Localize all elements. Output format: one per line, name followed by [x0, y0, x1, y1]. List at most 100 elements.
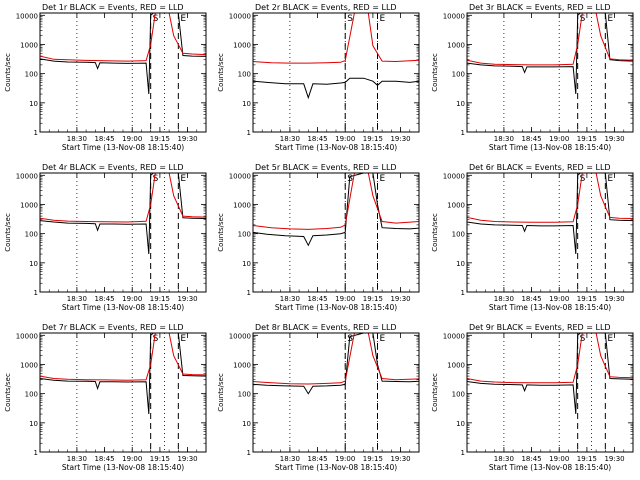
panel-title: Det 2r BLACK = Events, RED = LLD	[255, 3, 397, 12]
y-tick-label: 10	[29, 260, 38, 268]
y-tick-label: 10000	[229, 12, 251, 20]
panel-title: Det 5r BLACK = Events, RED = LLD	[255, 163, 397, 172]
x-tick-label: 18:30	[280, 455, 300, 463]
x-tick-label: 18:30	[494, 455, 514, 463]
y-tick-label: 100	[452, 391, 465, 399]
end-marker-label: E	[180, 174, 186, 184]
panel-det-8: Det 8r BLACK = Events, RED = LLD 1 10 100 10…	[217, 323, 420, 472]
x-tick-label: 19:15	[150, 455, 170, 463]
plot-frame	[252, 332, 420, 453]
series-line-lld	[40, 13, 206, 62]
series-line-lld	[40, 333, 206, 381]
start-marker-label: S	[347, 14, 353, 24]
panel-det-9: Det 9r BLACK = Events, RED = LLD 1 10 100 10…	[431, 323, 634, 472]
y-tick-label: 1	[461, 129, 465, 137]
series-line-events	[467, 13, 633, 95]
panel-title: Det 1r BLACK = Events, RED = LLD	[42, 3, 184, 12]
x-tick-label: 19:30	[390, 295, 410, 303]
x-tick-label: 18:45	[307, 135, 327, 143]
x-tick-label: 19:15	[363, 455, 383, 463]
y-tick-label: 1	[247, 129, 251, 137]
start-marker-label: S	[153, 174, 159, 184]
x-axis-label: Start Time (13-Nov-08 18:15:40)	[489, 143, 611, 152]
plot-frame	[39, 12, 207, 133]
series-group	[40, 13, 206, 95]
x-tick-label: 19:30	[604, 455, 624, 463]
plot-frame	[466, 332, 634, 453]
x-tick-label: 19:30	[604, 295, 624, 303]
plot-frame	[252, 172, 420, 293]
series-line-lld	[467, 173, 633, 223]
y-tick-label: 100	[238, 231, 251, 239]
y-tick-label: 1	[247, 449, 251, 457]
y-tick-label: 10	[242, 100, 251, 108]
series-group	[40, 333, 206, 415]
series-line-events	[467, 173, 633, 255]
y-tick-label: 10	[29, 420, 38, 428]
series-group	[253, 333, 419, 395]
x-tick-label: 19:15	[577, 455, 597, 463]
y-tick-label: 10000	[229, 172, 251, 180]
x-tick-label: 19:15	[150, 295, 170, 303]
panel-det-1: Det 1r BLACK = Events, RED = LLD 1 10 100 10…	[4, 3, 207, 152]
x-axis-label: Start Time (13-Nov-08 18:15:40)	[275, 463, 397, 472]
y-tick-label: 10	[456, 100, 465, 108]
x-axis-label: Start Time (13-Nov-08 18:15:40)	[489, 463, 611, 472]
start-marker-label: S	[580, 174, 586, 184]
x-tick-label: 19:30	[390, 135, 410, 143]
start-marker-label: S	[153, 14, 159, 24]
x-tick-label: 19:00	[122, 455, 142, 463]
x-tick-label: 18:45	[307, 295, 327, 303]
x-axis-label: Start Time (13-Nov-08 18:15:40)	[489, 303, 611, 312]
series-group	[253, 173, 419, 247]
y-axis-label: Counts/sec	[431, 53, 439, 92]
panel-title: Det 9r BLACK = Events, RED = LLD	[469, 323, 611, 332]
series-group	[467, 13, 633, 95]
x-tick-label: 19:00	[549, 295, 569, 303]
start-marker-label: S	[347, 334, 353, 344]
end-marker-label: E	[607, 14, 613, 24]
plot-frame	[39, 332, 207, 453]
x-tick-label: 19:30	[177, 295, 197, 303]
x-tick-label: 18:45	[94, 295, 114, 303]
y-tick-label: 1000	[233, 201, 251, 209]
x-axis-label: Start Time (13-Nov-08 18:15:40)	[62, 463, 184, 472]
series-group	[40, 173, 206, 255]
x-tick-label: 19:00	[549, 135, 569, 143]
y-axis-label: Counts/sec	[4, 213, 12, 252]
y-tick-label: 10	[29, 100, 38, 108]
y-tick-label: 100	[452, 71, 465, 79]
y-tick-label: 10	[456, 260, 465, 268]
y-tick-label: 100	[238, 71, 251, 79]
series-line-lld	[253, 13, 419, 64]
x-tick-label: 19:00	[549, 455, 569, 463]
y-tick-label: 1000	[20, 201, 38, 209]
panel-title: Det 4r BLACK = Events, RED = LLD	[42, 163, 184, 172]
y-tick-label: 1	[461, 289, 465, 297]
x-tick-label: 18:30	[494, 135, 514, 143]
y-tick-label: 1	[247, 289, 251, 297]
y-tick-label: 10	[456, 420, 465, 428]
x-tick-label: 19:30	[177, 455, 197, 463]
series-line-lld	[40, 173, 206, 223]
series-group	[467, 173, 633, 255]
series-line-lld	[253, 173, 419, 230]
series-group	[467, 333, 633, 415]
y-tick-label: 1000	[233, 361, 251, 369]
series-line-events	[467, 333, 633, 415]
start-marker-label: S	[580, 334, 586, 344]
y-tick-label: 1	[34, 449, 38, 457]
x-axis-label: Start Time (13-Nov-08 18:15:40)	[275, 303, 397, 312]
y-axis-label: Counts/sec	[217, 373, 225, 412]
x-tick-label: 19:30	[177, 135, 197, 143]
series-line-events	[40, 13, 206, 95]
y-tick-label: 100	[25, 231, 38, 239]
panel-title: Det 3r BLACK = Events, RED = LLD	[469, 3, 611, 12]
panel-title: Det 8r BLACK = Events, RED = LLD	[255, 323, 397, 332]
end-marker-label: E	[607, 174, 613, 184]
y-axis-label: Counts/sec	[4, 53, 12, 92]
y-tick-label: 1000	[447, 201, 465, 209]
series-line-events	[40, 333, 206, 415]
panel-det-4: Det 4r BLACK = Events, RED = LLD 1 10 100 10…	[4, 163, 207, 312]
y-tick-label: 10	[242, 260, 251, 268]
